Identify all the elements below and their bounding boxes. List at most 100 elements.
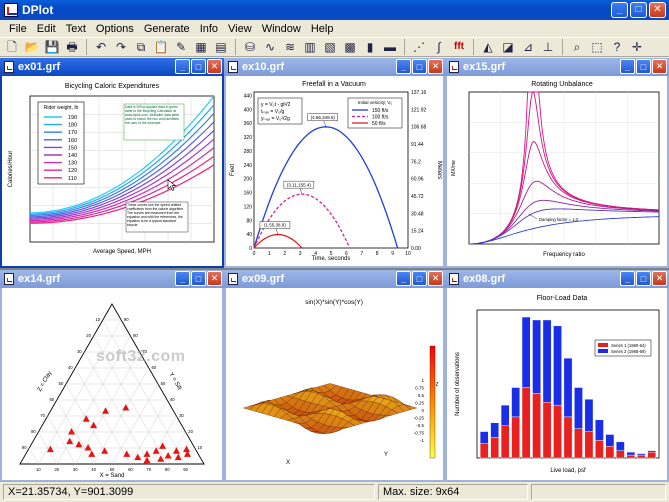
x-tick-label: 0 bbox=[253, 251, 256, 257]
close-button[interactable]: ✕ bbox=[649, 2, 666, 18]
curve-fit-button[interactable]: ∿ bbox=[261, 39, 279, 56]
redo-button[interactable]: ↷ bbox=[112, 39, 130, 56]
chart-window-ex01[interactable]: ex01.grf _ □ ✕ Bicycling Caloric Expendi… bbox=[0, 58, 224, 268]
bar-series-2 bbox=[595, 419, 604, 441]
scatter-line-button[interactable]: ⋰ bbox=[410, 39, 428, 56]
integral-button[interactable]: ∫ bbox=[430, 39, 448, 56]
open-folder-button[interactable]: 📂 bbox=[23, 39, 41, 56]
chart-window-ex09[interactable]: ex09.grf _ □ ✕ sin(X)*sin(Y)*cos(Y) X Y 1 0.… bbox=[224, 270, 445, 482]
app-title-bar[interactable]: DPlot _ □ ✕ bbox=[0, 0, 669, 20]
chart-window-ex14[interactable]: ex14.grf _ □ ✕ 10 90 10 20 80 20 30 70 30 40 60 40 5… bbox=[0, 270, 224, 482]
zoom-box-button[interactable]: ⬚ bbox=[588, 39, 606, 56]
print-button[interactable]: 🖶 bbox=[63, 39, 81, 56]
chart-window-title-bar[interactable]: ex14.grf _ □ ✕ bbox=[0, 270, 224, 288]
child-maximize-button[interactable]: □ bbox=[412, 271, 427, 286]
maximize-button[interactable]: □ bbox=[630, 2, 647, 18]
series-line bbox=[29, 121, 215, 218]
log-grid-button[interactable]: ▧ bbox=[321, 39, 339, 56]
color-bars-button[interactable]: ▬ bbox=[381, 39, 399, 56]
bottom-axis-label: X = Sand bbox=[100, 473, 125, 479]
menu-info[interactable]: Info bbox=[199, 22, 219, 35]
child-close-button[interactable]: ✕ bbox=[428, 271, 443, 286]
child-minimize-button[interactable]: _ bbox=[620, 271, 635, 286]
child-close-button[interactable]: ✕ bbox=[652, 271, 667, 286]
x-tick-label: 6 bbox=[345, 251, 348, 257]
child-minimize-button[interactable]: _ bbox=[396, 59, 411, 74]
child-close-button[interactable]: ✕ bbox=[428, 59, 443, 74]
child-minimize-button[interactable]: _ bbox=[175, 271, 190, 286]
fft-button[interactable]: fft bbox=[450, 39, 468, 56]
color-curves-button[interactable]: ≋ bbox=[281, 39, 299, 56]
y-tick-label: 0 bbox=[249, 246, 252, 252]
right-tick-label: 10 bbox=[197, 445, 202, 450]
axis-arrows-button[interactable]: ⊥ bbox=[539, 39, 557, 56]
child-maximize-button[interactable]: □ bbox=[191, 271, 206, 286]
child-close-button[interactable]: ✕ bbox=[207, 59, 222, 74]
axis-arrows-icon: ⊥ bbox=[542, 40, 554, 54]
colorbar-tick-label: 0.75 bbox=[415, 386, 424, 391]
bar-series-2 bbox=[584, 399, 594, 432]
y-tick-label: 240 bbox=[244, 163, 253, 169]
chart-window-title-bar[interactable]: ex01.grf _ □ ✕ bbox=[0, 58, 224, 76]
data-point bbox=[82, 415, 90, 422]
colorbar-tick-label: 0.25 bbox=[415, 401, 424, 406]
surface-plot-button[interactable]: ◭ bbox=[479, 39, 497, 56]
table-button[interactable]: ▤ bbox=[212, 39, 230, 56]
bar-series-1 bbox=[605, 446, 615, 459]
child-close-button[interactable]: ✕ bbox=[207, 271, 222, 286]
help-pointer-button[interactable]: ? bbox=[608, 39, 626, 56]
axis-plot-button[interactable]: ⊿ bbox=[519, 39, 537, 56]
child-minimize-button[interactable]: _ bbox=[620, 59, 635, 74]
chart-title: Bicycling Caloric Expenditures bbox=[65, 83, 160, 90]
menu-edit[interactable]: Edit bbox=[36, 22, 56, 35]
chart-window-ex15[interactable]: ex15.grf _ □ ✕ Rotating Unbalance Frequen… bbox=[445, 58, 669, 268]
chart-window-ex10[interactable]: ex10.grf _ □ ✕ Freefall in a Vacuum 0 1 2 3 4… bbox=[224, 58, 445, 268]
menu-file[interactable]: File bbox=[9, 22, 27, 35]
menu-generate[interactable]: Generate bbox=[143, 22, 190, 35]
minimize-button[interactable]: _ bbox=[611, 2, 628, 18]
child-maximize-button[interactable]: □ bbox=[412, 59, 427, 74]
menu-text[interactable]: Text bbox=[65, 22, 86, 35]
zoom-plot-button[interactable]: ◪ bbox=[499, 39, 517, 56]
bottom-tick-label: 20 bbox=[54, 467, 59, 472]
equation-text: y = V₀t - gt²/2 bbox=[261, 102, 291, 108]
bar-series-2 bbox=[490, 422, 499, 438]
fft-icon: fft bbox=[454, 41, 464, 52]
chart-window-title-bar[interactable]: ex15.grf _ □ ✕ bbox=[445, 58, 669, 76]
menu-help[interactable]: Help bbox=[310, 22, 334, 35]
chart-window-title-bar[interactable]: ex08.grf _ □ ✕ bbox=[445, 270, 669, 288]
child-minimize-button[interactable]: _ bbox=[396, 271, 411, 286]
y-right-tick-label: 91.44 bbox=[411, 142, 424, 148]
chart-window-title-bar[interactable]: ex10.grf _ □ ✕ bbox=[224, 58, 445, 76]
chart-window-ex08[interactable]: ex08.grf _ □ ✕ Floor-Load Data Live load,… bbox=[445, 270, 669, 482]
graph-doc-icon bbox=[449, 61, 459, 73]
child-maximize-button[interactable]: □ bbox=[636, 271, 651, 286]
bar-series-button[interactable]: ▮ bbox=[361, 39, 379, 56]
chart-window-title-bar[interactable]: ex09.grf _ □ ✕ bbox=[224, 270, 445, 288]
child-close-button[interactable]: ✕ bbox=[652, 59, 667, 74]
save-button[interactable]: 💾 bbox=[43, 39, 61, 56]
undo-button[interactable]: ↶ bbox=[92, 39, 110, 56]
menu-view[interactable]: View bbox=[228, 22, 252, 35]
copy-button[interactable]: ⧉ bbox=[132, 39, 150, 56]
paste-button[interactable]: 📋 bbox=[152, 39, 170, 56]
bar-series-1 bbox=[553, 404, 562, 459]
crosshair-button[interactable]: ✛ bbox=[628, 39, 646, 56]
grid-lines-button[interactable]: ▥ bbox=[301, 39, 319, 56]
bar-series-1 bbox=[637, 454, 646, 459]
new-file-button[interactable]: 🗋 bbox=[3, 39, 21, 56]
edit-data-button[interactable]: ▦ bbox=[192, 39, 210, 56]
contour-button[interactable]: ▩ bbox=[341, 39, 359, 56]
menu-window[interactable]: Window bbox=[261, 22, 301, 35]
child-maximize-button[interactable]: □ bbox=[636, 59, 651, 74]
child-minimize-button[interactable]: _ bbox=[175, 59, 190, 74]
bucket-button[interactable]: ⛁ bbox=[241, 39, 259, 56]
menu-options[interactable]: Options bbox=[95, 22, 134, 35]
legend-label: 50 ft/s bbox=[372, 121, 386, 127]
legend-label: 110 bbox=[68, 176, 77, 182]
x-axis-label: Live load, psf bbox=[550, 468, 586, 474]
data-point bbox=[90, 421, 98, 429]
magnifier-button[interactable]: ⌕ bbox=[568, 39, 586, 56]
highlight-button[interactable]: ✎ bbox=[172, 39, 190, 56]
child-maximize-button[interactable]: □ bbox=[191, 59, 206, 74]
